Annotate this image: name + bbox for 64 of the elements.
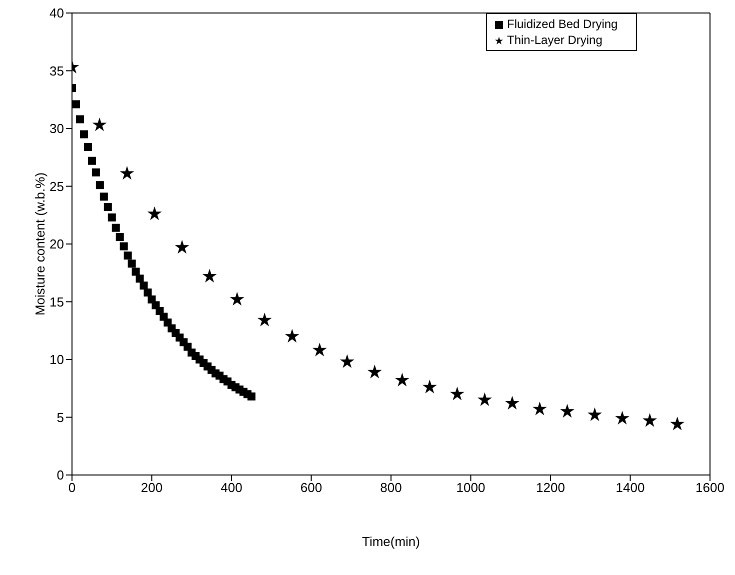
point	[84, 142, 92, 151]
point	[147, 206, 162, 220]
point	[615, 410, 630, 425]
y-tick-label: 0	[56, 468, 64, 483]
point	[92, 168, 100, 176]
point	[124, 252, 132, 260]
point	[104, 203, 112, 212]
point	[80, 130, 88, 138]
point	[108, 213, 116, 222]
y-tick-label: 30	[50, 121, 64, 136]
point	[394, 372, 410, 386]
point	[120, 166, 134, 180]
point	[257, 312, 272, 326]
point	[76, 115, 84, 124]
point	[72, 100, 80, 108]
point	[92, 117, 107, 132]
y-tick-label: 40	[50, 6, 64, 21]
point	[112, 224, 120, 232]
y-axis-title: Moisture content (w.b.%)	[32, 172, 48, 316]
point	[505, 396, 520, 410]
point	[312, 342, 327, 356]
point	[88, 156, 96, 165]
x-tick-label: 400	[220, 480, 242, 496]
legend-label: Thin-Layer Drying	[507, 33, 602, 47]
y-tick-label: 20	[50, 236, 64, 252]
point	[120, 242, 128, 250]
point	[367, 364, 382, 378]
x-axis-title: Time(min)	[362, 534, 420, 550]
point	[128, 260, 136, 268]
y-tick-label: 10	[50, 352, 64, 368]
point	[422, 380, 437, 394]
point	[116, 233, 124, 242]
point	[140, 282, 148, 290]
point	[174, 240, 190, 254]
point	[450, 386, 464, 400]
y-tick-label: 15	[50, 294, 64, 310]
point	[100, 192, 108, 201]
x-tick-label: 600	[300, 480, 322, 496]
x-tick-label: 1000	[456, 480, 486, 496]
legend-label: Fluidized Bed Drying	[507, 17, 618, 31]
point	[247, 392, 256, 400]
point	[284, 328, 300, 343]
point	[136, 274, 144, 283]
point	[230, 292, 244, 306]
y-tick-label: 25	[50, 178, 64, 194]
point	[144, 288, 152, 297]
point	[96, 181, 104, 190]
point	[532, 402, 547, 416]
x-tick-label: 1400	[616, 480, 645, 496]
y-tick-label: 5	[56, 410, 64, 425]
point	[588, 407, 602, 422]
x-tick-label: 1600	[696, 480, 724, 496]
x-tick-label: 800	[380, 480, 402, 496]
point	[478, 392, 492, 406]
point	[340, 354, 354, 368]
x-tick-label: 0	[68, 480, 76, 496]
y-tick-label: 35	[50, 63, 64, 78]
point	[560, 404, 574, 418]
point	[132, 268, 140, 276]
x-tick-label: 200	[140, 480, 163, 496]
point	[202, 268, 217, 282]
point	[642, 413, 657, 427]
point	[670, 416, 684, 430]
x-tick-label: 1200	[536, 480, 565, 496]
